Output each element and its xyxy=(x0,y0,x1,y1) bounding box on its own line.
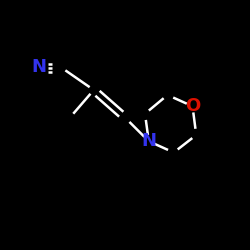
Text: N: N xyxy=(31,58,46,76)
Text: N: N xyxy=(141,132,156,150)
Text: O: O xyxy=(185,97,200,115)
